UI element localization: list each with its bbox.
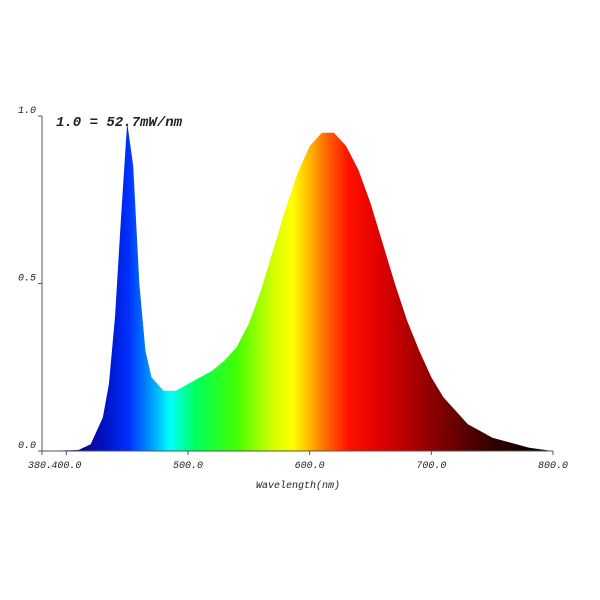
x-tick-label: 500.0: [173, 461, 203, 472]
y-tick-label: 1.0: [18, 106, 36, 117]
y-tick-label: 0.5: [18, 274, 36, 285]
y-tick-label: 0.0: [18, 441, 36, 452]
x-axis-label: Wavelength(nm): [256, 480, 340, 492]
x-tick-label: 600.0: [295, 461, 325, 472]
x-tick-label: 380.: [28, 461, 52, 472]
x-tick-label: 800.0: [538, 461, 568, 472]
annotation: 1.0 = 52.7mW/nm: [56, 115, 183, 131]
x-tick-label: 700.0: [416, 461, 446, 472]
spectrum-area: [42, 122, 553, 451]
x-tick-label: 400.0: [51, 461, 81, 472]
